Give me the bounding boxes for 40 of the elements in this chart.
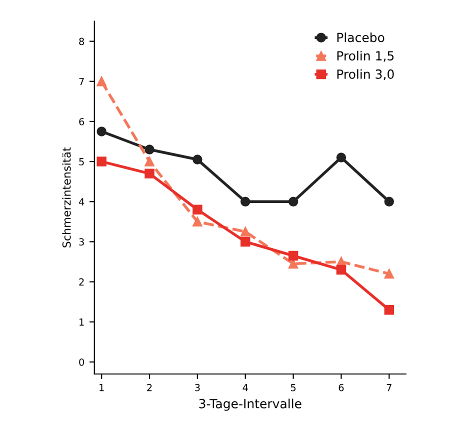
point (192, 204, 202, 215)
x-tick-label: 1 (100, 384, 104, 392)
y-tick-label: 1 (80, 318, 84, 326)
point (384, 196, 394, 206)
point (240, 236, 250, 247)
point (336, 152, 346, 162)
y-tick-label: 5 (79, 158, 84, 166)
point (192, 154, 202, 164)
y-tick-label: 8 (79, 38, 84, 46)
y-tick-label: 0 (79, 358, 84, 366)
point (144, 156, 154, 166)
point (336, 264, 346, 275)
point (96, 126, 106, 136)
point (96, 156, 106, 166)
point (288, 250, 298, 261)
point (288, 196, 298, 206)
x-axis-title: 3-Tage-Intervalle (199, 398, 302, 411)
x-tick-label: 2 (147, 384, 152, 392)
x-tick-label: 3 (195, 384, 200, 392)
y-tick-label: 3 (79, 238, 84, 246)
point (384, 305, 394, 315)
y-tick-label: 4 (78, 198, 84, 206)
x-tick-label: 6 (338, 384, 344, 392)
point (240, 196, 250, 206)
x-tick-label: 5 (290, 384, 296, 392)
y-tick-label: 2 (79, 278, 84, 286)
legend-label: Placebo (337, 32, 384, 42)
point (96, 76, 106, 86)
x-tick-label: 4 (242, 384, 248, 392)
legend-label: Prolin 3,0 (337, 69, 394, 80)
point (144, 168, 154, 178)
y-tick-label: 7 (79, 78, 84, 86)
point (384, 268, 394, 279)
point (144, 144, 154, 154)
x-tick-label: 7 (386, 384, 392, 392)
legend-label: Prolin 1,5 (337, 50, 394, 62)
y-tick-label: 6 (79, 118, 84, 126)
y-axis-title: Schmerzintensität (62, 147, 71, 248)
point (192, 216, 202, 227)
point (240, 226, 250, 237)
